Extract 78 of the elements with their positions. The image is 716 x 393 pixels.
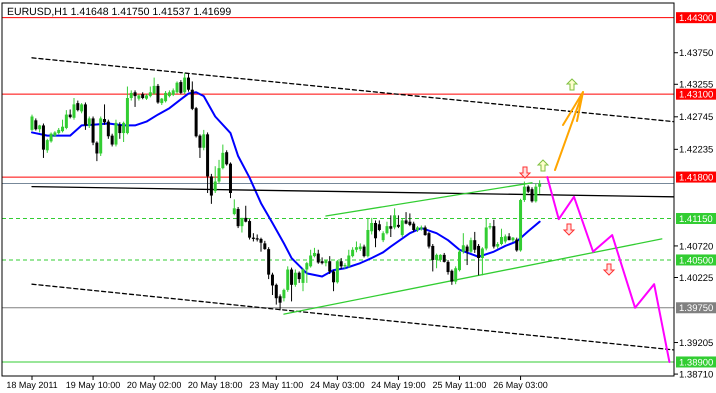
candlestick	[396, 214, 400, 229]
candlestick	[72, 98, 76, 120]
candlestick	[114, 119, 118, 147]
candlestick	[218, 159, 221, 184]
candlestick	[183, 72, 186, 95]
candlestick	[500, 228, 503, 246]
ref-line-label: 1.41800	[679, 172, 714, 184]
candlestick	[382, 230, 385, 243]
candlestick	[534, 182, 538, 204]
candlestick	[186, 72, 190, 92]
candlestick	[316, 249, 320, 264]
candlestick	[298, 270, 301, 284]
x-tick-label: 20 May 02:00	[126, 380, 182, 390]
candlestick	[221, 144, 224, 170]
candlestick	[214, 166, 217, 194]
candlestick	[164, 90, 168, 103]
y-tick-label: 1.40225	[679, 272, 714, 284]
candlestick	[462, 232, 465, 254]
candlestick	[404, 212, 408, 225]
candlestick	[466, 244, 469, 266]
candlestick	[118, 122, 122, 140]
x-tick-label: 19 May 10:00	[66, 380, 120, 390]
candlestick	[515, 237, 518, 252]
candlestick	[328, 256, 332, 274]
ref-line-label: 1.41150	[679, 214, 713, 225]
candlestick	[260, 237, 263, 252]
ref-line-label: 1.40500	[679, 255, 714, 266]
candlestick	[95, 140, 98, 162]
x-tick-label: 24 May 19:00	[371, 380, 426, 390]
x-tick-label: 24 May 03:00	[310, 380, 365, 390]
ref-line-label: 1.43100	[679, 90, 714, 101]
y-tick-label: 1.40720	[679, 241, 714, 252]
candlestick	[88, 116, 91, 128]
candlestick	[469, 237, 472, 254]
candlestick	[202, 129, 206, 151]
candlestick	[302, 268, 304, 292]
candlestick	[179, 80, 182, 95]
y-tick-label: 1.39205	[679, 338, 714, 349]
candlestick	[340, 258, 343, 270]
y-tick-label: 1.38710	[679, 369, 714, 380]
candlestick	[389, 214, 392, 238]
ref-line-label: 1.44300	[679, 12, 714, 24]
y-tick-label: 1.42235	[679, 144, 714, 156]
candlestick	[64, 110, 68, 130]
x-tick-label: 20 May 18:00	[188, 380, 242, 390]
y-tick-label: 1.43255	[679, 80, 714, 91]
candlestick	[385, 221, 388, 235]
candlestick	[236, 206, 240, 229]
candlestick	[34, 118, 38, 132]
candlestick	[176, 80, 179, 94]
candlestick	[362, 244, 366, 258]
candlestick	[248, 218, 252, 240]
candlestick	[232, 198, 236, 216]
candlestick	[332, 270, 336, 292]
candlestick	[156, 83, 160, 104]
candlestick	[84, 102, 87, 130]
candlestick	[76, 100, 80, 112]
candlestick	[134, 90, 137, 108]
candlestick	[152, 77, 156, 96]
x-tick-label: 23 May 11:00	[249, 380, 304, 390]
candlestick	[294, 269, 297, 288]
ref-line-label: 1.39750	[679, 303, 714, 314]
candlestick	[442, 252, 446, 264]
candlestick	[492, 219, 496, 249]
candlestick	[290, 267, 294, 302]
x-tick-label: 25 May 11:00	[432, 380, 486, 390]
y-tick-label: 1.43750	[679, 48, 714, 60]
ref-line-label: 1.38900	[679, 357, 714, 368]
x-tick-label: 26 May 03:00	[493, 380, 548, 390]
candlestick	[30, 114, 34, 132]
y-tick-label: 1.42745	[679, 112, 714, 124]
x-tick-label: 18 May 2011	[6, 380, 58, 390]
chart-title: EURUSD,H1 1.41648 1.41750 1.41537 1.41699	[7, 6, 232, 18]
line-series	[546, 176, 670, 363]
candlestick	[374, 220, 378, 248]
candlestick	[354, 240, 358, 253]
candlestick	[270, 272, 274, 296]
candlestick	[80, 102, 84, 114]
